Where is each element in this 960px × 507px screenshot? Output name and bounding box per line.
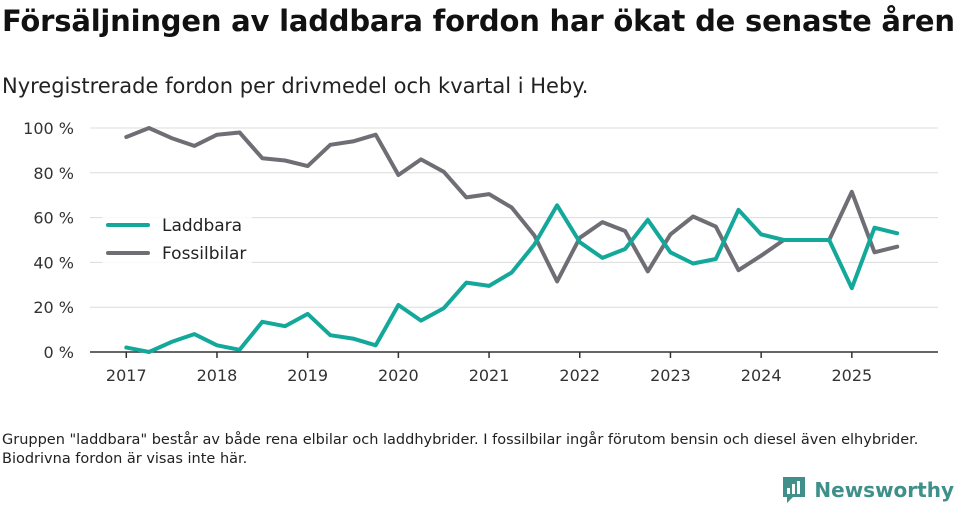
grid-lines bbox=[90, 127, 938, 308]
axes: 0 % 20 % 40 % 60 % 80 % 100 % 2017 2018 2019 2020… bbox=[23, 119, 938, 385]
y-tick-label: 80 % bbox=[33, 164, 74, 183]
newsworthy-logo-icon bbox=[783, 477, 806, 503]
x-tick-label: 2021 bbox=[469, 366, 510, 385]
series-line-laddbara bbox=[124, 203, 900, 354]
x-tick-label: 2019 bbox=[287, 366, 328, 385]
legend-label: Laddbara bbox=[162, 216, 242, 236]
line-chart: 0 % 20 % 40 % 60 % 80 % 100 % 2017 2018 2019 2020… bbox=[23, 119, 938, 385]
chart-title: Försäljningen av laddbara fordon har öka… bbox=[2, 4, 955, 38]
x-tick-label: 2022 bbox=[559, 366, 600, 385]
footnote: Gruppen "laddbara" består av både rena e… bbox=[2, 432, 919, 467]
x-tick-label: 2023 bbox=[650, 366, 691, 385]
x-tick-label: 2024 bbox=[741, 366, 782, 385]
chart-subtitle: Nyregistrerade fordon per drivmedel och … bbox=[2, 74, 589, 98]
x-tick-label: 2020 bbox=[378, 366, 419, 385]
y-tick-label: 40 % bbox=[33, 253, 74, 272]
y-tick-label: 0 % bbox=[44, 343, 74, 362]
series-lines bbox=[124, 126, 900, 354]
brand-name: Newsworthy bbox=[814, 478, 954, 502]
brand-logo[interactable]: Newsworthy bbox=[781, 473, 954, 507]
y-tick-label: 60 % bbox=[33, 209, 74, 228]
x-tick-label: 2017 bbox=[106, 366, 147, 385]
legend: Laddbara Fossilbilar bbox=[102, 212, 252, 266]
y-tick-label: 100 % bbox=[23, 119, 74, 138]
x-tick-label: 2018 bbox=[197, 366, 238, 385]
legend-label: Fossilbilar bbox=[162, 244, 246, 264]
x-tick-label: 2025 bbox=[831, 366, 872, 385]
y-tick-label: 20 % bbox=[33, 298, 74, 317]
series-line-fossilbilar bbox=[124, 126, 900, 284]
